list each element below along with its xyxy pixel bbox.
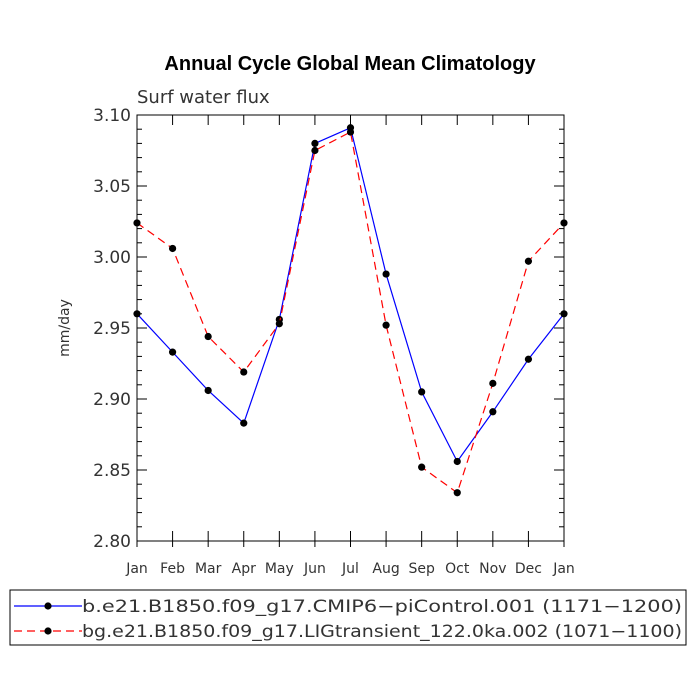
data-point bbox=[524, 355, 533, 363]
chart-subtitle: Surf water flux bbox=[137, 87, 270, 108]
x-tick-label: Jun bbox=[303, 561, 326, 577]
plot-frame bbox=[136, 114, 565, 542]
y-tick-label: 2.80 bbox=[93, 532, 131, 552]
x-tick-label: Jan bbox=[552, 561, 575, 577]
x-tick-label: Sep bbox=[408, 561, 435, 577]
data-point bbox=[453, 489, 461, 497]
legend-swatch-marker bbox=[44, 627, 52, 635]
data-point bbox=[524, 257, 533, 265]
legend-swatch-marker bbox=[44, 602, 52, 610]
data-point bbox=[382, 321, 390, 329]
legend: b.e21.B1850.f09_g17.CMIP6−piControl.001 … bbox=[9, 589, 687, 646]
series-1 bbox=[133, 124, 568, 466]
y-tick-label: 3.00 bbox=[93, 248, 131, 268]
legend-label: b.e21.B1850.f09_g17.CMIP6−piControl.001 … bbox=[82, 597, 682, 617]
legend-label: bg.e21.B1850.f09_g17.LIGtransient_122.0k… bbox=[82, 622, 682, 642]
data-point bbox=[418, 388, 426, 396]
data-point bbox=[204, 332, 212, 341]
x-tick-label: Nov bbox=[479, 561, 506, 577]
data-point bbox=[168, 348, 177, 356]
series-layer bbox=[133, 124, 568, 497]
data-point bbox=[168, 244, 177, 253]
x-tick-label: Apr bbox=[232, 561, 256, 577]
x-tick-label: Mar bbox=[195, 561, 222, 577]
data-point bbox=[275, 320, 283, 328]
series-line bbox=[136, 126, 565, 463]
data-point bbox=[311, 139, 319, 147]
y-tick-label: 3.10 bbox=[93, 106, 131, 126]
x-tick-label: Jan bbox=[125, 561, 148, 577]
axis-ticks: 2.80 2.85 2.90 2.95 3.00 3.05 3.10 Jan Feb Mar Apr… bbox=[93, 106, 575, 577]
series-2 bbox=[133, 128, 568, 497]
data-point bbox=[311, 146, 319, 155]
y-axis-label: mm/day bbox=[57, 299, 73, 357]
series-line bbox=[136, 131, 565, 494]
y-tick-label: 2.85 bbox=[93, 461, 131, 481]
data-point bbox=[240, 419, 248, 427]
x-tick-label: Dec bbox=[515, 561, 542, 577]
y-tick-label: 2.95 bbox=[93, 319, 131, 339]
x-tick-label: Oct bbox=[445, 561, 470, 577]
legend-box bbox=[9, 589, 687, 646]
x-tick-label: Aug bbox=[372, 561, 399, 577]
data-point bbox=[204, 386, 212, 395]
data-point bbox=[240, 368, 248, 376]
data-point bbox=[382, 270, 390, 278]
data-point bbox=[346, 128, 355, 136]
chart-title: Annual Cycle Global Mean Climatology bbox=[164, 53, 536, 75]
data-point bbox=[453, 457, 461, 466]
y-tick-label: 3.05 bbox=[93, 177, 131, 197]
data-point bbox=[489, 379, 497, 387]
data-point bbox=[489, 408, 497, 416]
x-tick-label: May bbox=[265, 561, 294, 577]
y-tick-label: 2.90 bbox=[93, 390, 131, 410]
data-point bbox=[418, 463, 426, 471]
x-tick-label: Jul bbox=[341, 561, 359, 577]
x-tick-label: Feb bbox=[160, 561, 185, 577]
